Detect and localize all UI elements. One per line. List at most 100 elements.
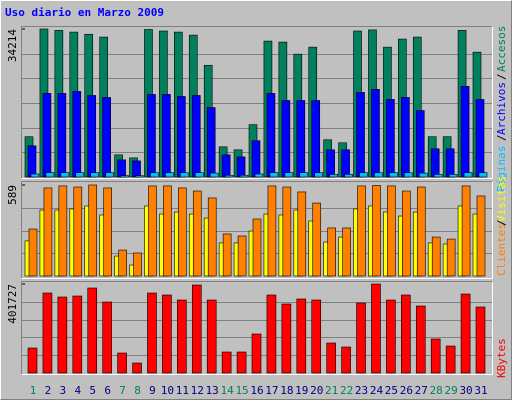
bar (344, 174, 353, 178)
bar (251, 333, 262, 374)
bar (326, 149, 335, 178)
bar (327, 227, 336, 277)
bar (45, 172, 55, 178)
x-tick-label: 12 (191, 384, 204, 397)
bar (43, 187, 53, 277)
x-tick-label: 2 (45, 384, 52, 397)
bar (281, 100, 291, 178)
bar (162, 94, 171, 178)
bar (162, 294, 172, 374)
x-tick-label: 29 (445, 384, 458, 397)
legend-label: Archivos (495, 82, 508, 135)
bar (206, 299, 217, 374)
legend-label: Clientes (495, 223, 508, 276)
plot-border-dark (21, 26, 493, 179)
x-tick-label: 13 (206, 384, 219, 397)
bar (341, 149, 350, 178)
bar (120, 175, 129, 178)
bar (448, 174, 458, 178)
bar (132, 362, 142, 374)
bar (326, 342, 336, 374)
legend-label: Páginas (495, 146, 508, 192)
plot-border-light (21, 281, 493, 375)
x-tick-label: 17 (265, 384, 278, 397)
bar (72, 295, 83, 374)
bar (475, 306, 486, 374)
bar (359, 172, 368, 178)
bar (282, 186, 292, 277)
bar (57, 296, 68, 374)
bar (311, 100, 321, 178)
x-tick-label: 24 (370, 384, 384, 397)
x-tick-label: 9 (149, 384, 156, 397)
bar (445, 345, 456, 374)
x-tick-label: 1 (30, 384, 37, 397)
bar (118, 249, 127, 277)
bar (356, 302, 366, 374)
bar (415, 110, 425, 178)
bar (281, 303, 292, 374)
bar (401, 97, 410, 178)
plot-border-light (21, 181, 493, 279)
legend-label: KBytes (495, 338, 508, 378)
bar (284, 172, 294, 178)
bar (221, 351, 232, 374)
x-tick-label: 10 (161, 384, 174, 397)
bar (269, 172, 279, 178)
bar (102, 97, 111, 178)
bar (236, 156, 246, 178)
bar (117, 159, 126, 178)
bar (132, 160, 141, 178)
y-max-label: 34214 (6, 29, 19, 62)
bar (296, 298, 307, 374)
bar (133, 252, 142, 277)
bar (430, 338, 441, 374)
bar (58, 185, 68, 277)
x-tick-label: 8 (134, 384, 141, 397)
bar (147, 94, 156, 178)
bar (237, 235, 247, 277)
bar (267, 185, 277, 277)
y-max-label: 589 (6, 185, 19, 205)
bar (191, 95, 201, 178)
bar (163, 185, 172, 277)
bar (299, 172, 309, 178)
bar (27, 347, 38, 374)
bar (416, 186, 426, 277)
x-tick-label: 20 (310, 384, 323, 397)
bar (357, 185, 366, 277)
bar (433, 174, 443, 178)
plot-border-dark (21, 181, 493, 279)
bar (460, 293, 471, 374)
x-tick-label: 22 (340, 384, 353, 397)
bar (177, 96, 186, 178)
bar (178, 187, 187, 277)
bar (87, 95, 97, 178)
bar (57, 93, 67, 178)
bar (266, 93, 276, 178)
bar (374, 172, 383, 178)
bar (254, 173, 264, 178)
x-tick-label: 26 (400, 384, 413, 397)
chart-title: Uso diario en Marzo 2009 (5, 6, 164, 19)
bar (415, 305, 426, 374)
bar (105, 172, 114, 178)
bar (402, 190, 411, 277)
bar (371, 283, 381, 374)
x-tick-label: 27 (415, 384, 428, 397)
bar (297, 191, 307, 277)
x-tick-label: 3 (60, 384, 67, 397)
bar (252, 218, 262, 277)
bar (404, 172, 413, 178)
bar (475, 99, 485, 178)
bar (476, 195, 486, 277)
bar (103, 187, 112, 277)
bar (311, 299, 322, 374)
bar (389, 172, 398, 178)
bar (73, 186, 83, 277)
bar (431, 236, 441, 277)
bar (180, 172, 189, 178)
bar (461, 185, 471, 277)
